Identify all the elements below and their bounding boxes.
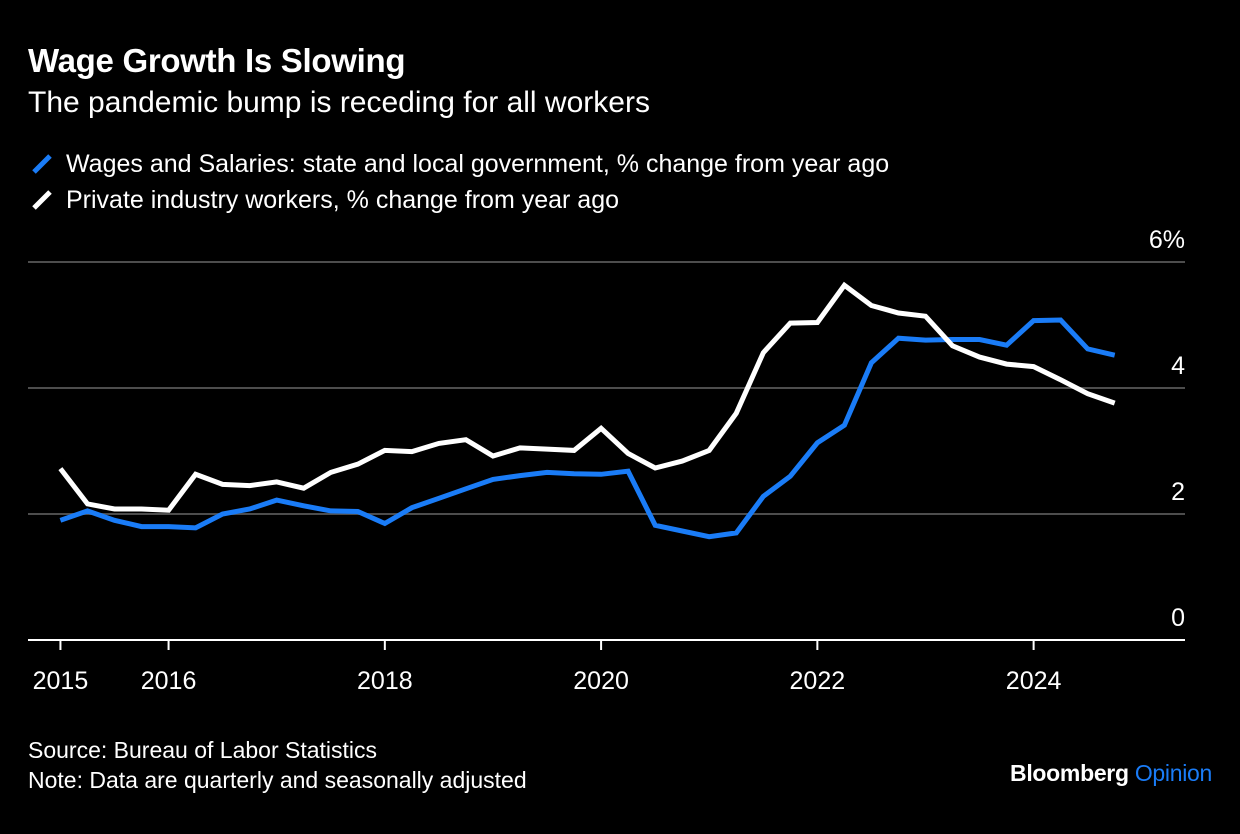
gridlines	[28, 261, 1185, 641]
legend-swatch-blue-icon	[30, 152, 54, 176]
x-axis-ticks: 2015 2016 2018 2020 2022 2024	[33, 640, 1062, 695]
chart-subtitle: The pandemic bump is receding for all wo…	[28, 86, 650, 119]
series-line-state-local-government	[59, 317, 1116, 540]
source-note: Source: Bureau of Labor Statistics	[28, 737, 378, 763]
legend-label-private: Private industry workers, % change from …	[66, 185, 620, 214]
series-line-private-industry	[58, 281, 1116, 513]
x-tick-label-2016: 2016	[141, 667, 197, 695]
data-note: Note: Data are quarterly and seasonally …	[28, 767, 527, 793]
y-tick-label-2: 2	[1171, 478, 1185, 506]
series-lines	[58, 281, 1116, 540]
chart-title: Wage Growth Is Slowing	[28, 42, 406, 79]
brand-logo: Bloomberg Opinion	[1010, 760, 1212, 787]
legend-item-private: Private industry workers, % change from …	[30, 182, 889, 218]
y-tick-label-0: 0	[1171, 604, 1185, 632]
y-tick-label-6: 6%	[1149, 226, 1185, 254]
brand-name: Bloomberg	[1010, 760, 1129, 786]
x-tick-label-2018: 2018	[357, 667, 413, 695]
x-tick-label-2024: 2024	[1006, 667, 1062, 695]
legend-label-state-local: Wages and Salaries: state and local gove…	[66, 149, 890, 178]
legend: Wages and Salaries: state and local gove…	[30, 146, 889, 218]
y-tick-label-4: 4	[1171, 352, 1185, 380]
legend-swatch-white-icon	[30, 188, 54, 212]
x-tick-label-2022: 2022	[790, 667, 846, 695]
brand-product: Opinion	[1134, 760, 1212, 786]
y-axis-ticks: 0 2 4 6%	[1149, 226, 1185, 632]
x-tick-label-2020: 2020	[573, 667, 629, 695]
x-tick-label-2015: 2015	[33, 667, 89, 695]
legend-item-state-local: Wages and Salaries: state and local gove…	[30, 146, 889, 182]
chart-footer: Source: Bureau of Labor Statistics Note:…	[28, 735, 527, 795]
